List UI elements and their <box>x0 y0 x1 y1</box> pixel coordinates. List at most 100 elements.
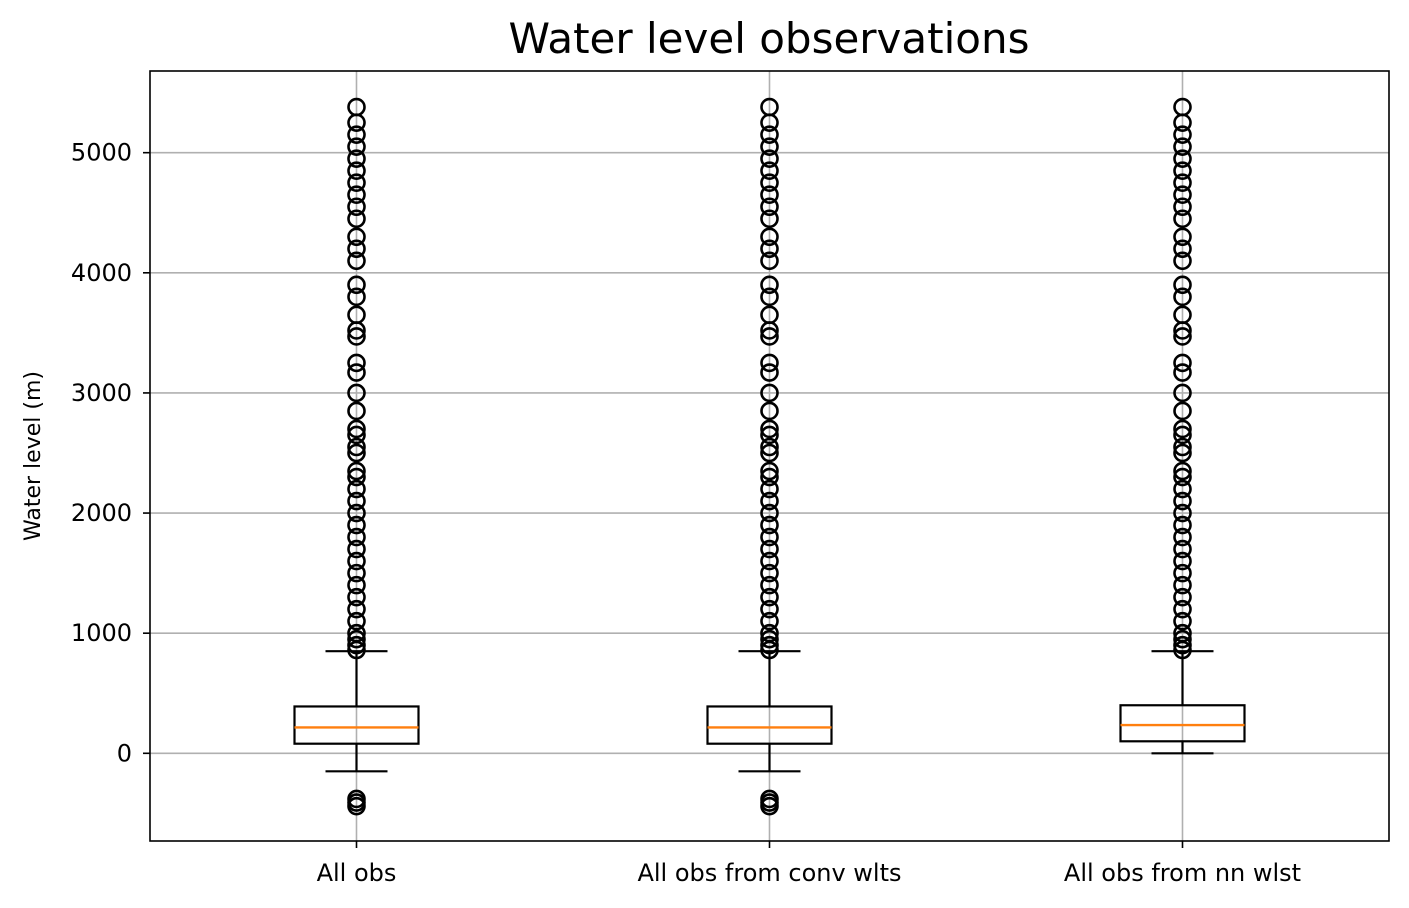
outlier-point <box>760 635 779 655</box>
outlier-point <box>760 599 779 619</box>
outlier-point <box>347 635 366 655</box>
outlier-point <box>760 587 779 607</box>
outlier-point <box>347 97 366 117</box>
outlier-point <box>760 539 779 559</box>
outlier-point <box>760 239 779 259</box>
outlier-point <box>347 563 366 583</box>
outlier-point <box>347 479 366 499</box>
outlier-point <box>760 575 779 595</box>
outlier-point <box>1173 401 1192 421</box>
outlier-point <box>760 443 779 463</box>
outlier-point <box>1173 209 1192 229</box>
outlier-point <box>760 161 779 181</box>
outlier-point <box>1173 185 1192 205</box>
outlier-point <box>760 137 779 156</box>
x-tick-label: All obs from nn wlst <box>1064 859 1301 887</box>
outlier-point <box>347 383 366 403</box>
outlier-point <box>347 239 366 259</box>
outlier-point <box>347 149 366 168</box>
outlier-point <box>760 227 779 247</box>
outlier-point <box>347 327 366 346</box>
outlier-point <box>347 789 366 809</box>
y-tick-label: 5000 <box>71 139 132 167</box>
outlier-point <box>347 197 366 217</box>
outlier-point <box>347 425 366 445</box>
outlier-point <box>1173 479 1192 499</box>
outlier-point <box>1173 97 1192 117</box>
outlier-point <box>1173 363 1192 382</box>
outlier-point <box>1173 173 1192 193</box>
outlier-point <box>1173 287 1192 307</box>
outlier-point <box>1173 353 1192 373</box>
outlier-point <box>347 227 366 247</box>
iqr-box <box>1119 704 1246 743</box>
box-group <box>706 97 833 816</box>
outlier-point <box>347 251 366 271</box>
outlier-point <box>1173 383 1192 403</box>
y-tick-label: 0 <box>117 739 132 767</box>
y-axis-label: Water level (m) <box>21 371 46 541</box>
outlier-point <box>347 185 366 205</box>
outlier-point <box>347 419 366 439</box>
outlier-point <box>1173 251 1192 271</box>
outlier-point <box>1173 503 1192 523</box>
outlier-point <box>760 503 779 523</box>
outlier-point <box>1173 149 1192 168</box>
outlier-point <box>760 251 779 271</box>
outlier-point <box>760 363 779 382</box>
outlier-point <box>347 137 366 156</box>
y-tick-label: 1000 <box>71 619 132 647</box>
outlier-point <box>1173 527 1192 547</box>
outlier-point <box>1173 227 1192 247</box>
outlier-point <box>1173 563 1192 583</box>
axis-ticks: 0 1000 2000 3000 4000 5000 All obs All obs from… <box>71 139 1301 887</box>
outlier-point <box>1173 425 1192 445</box>
y-tick-label: 2000 <box>71 499 132 527</box>
outlier-point <box>1173 137 1192 156</box>
outlier-point <box>347 353 366 373</box>
outlier-point <box>1173 125 1192 144</box>
x-tick-label: All obs from conv wlts <box>637 859 901 887</box>
outlier-point <box>347 515 366 535</box>
outlier-point <box>760 467 779 487</box>
outlier-point <box>1173 515 1192 535</box>
outlier-point <box>760 197 779 217</box>
outlier-point <box>760 527 779 547</box>
outlier-point <box>760 425 779 445</box>
outlier-point <box>347 623 366 643</box>
y-tick-label: 4000 <box>71 259 132 287</box>
box-group <box>1119 97 1246 755</box>
outlier-point <box>1173 161 1192 181</box>
outlier-point <box>1173 239 1192 259</box>
iqr-box <box>293 705 420 745</box>
outlier-point <box>347 467 366 487</box>
outlier-point <box>760 327 779 346</box>
outlier-point <box>760 419 779 439</box>
y-tick-label: 3000 <box>71 379 132 407</box>
outlier-point <box>347 161 366 181</box>
outlier-point <box>760 353 779 373</box>
outlier-point <box>760 437 779 457</box>
outlier-point <box>1173 305 1192 325</box>
outlier-point <box>760 149 779 168</box>
outlier-point <box>760 185 779 205</box>
outlier-point <box>760 623 779 643</box>
outlier-point <box>760 789 779 809</box>
outlier-point <box>347 503 366 523</box>
outlier-point <box>347 443 366 463</box>
outlier-point <box>760 383 779 403</box>
outlier-point <box>347 599 366 619</box>
outlier-point <box>347 287 366 307</box>
outlier-point <box>347 461 366 481</box>
outlier-point <box>760 461 779 481</box>
outlier-point <box>760 611 779 631</box>
outlier-point <box>1173 539 1192 559</box>
outlier-point <box>760 97 779 117</box>
outlier-point <box>1173 419 1192 439</box>
outlier-point <box>1173 467 1192 487</box>
outlier-point <box>1173 437 1192 457</box>
outlier-point <box>760 173 779 193</box>
boxes <box>293 97 1246 816</box>
